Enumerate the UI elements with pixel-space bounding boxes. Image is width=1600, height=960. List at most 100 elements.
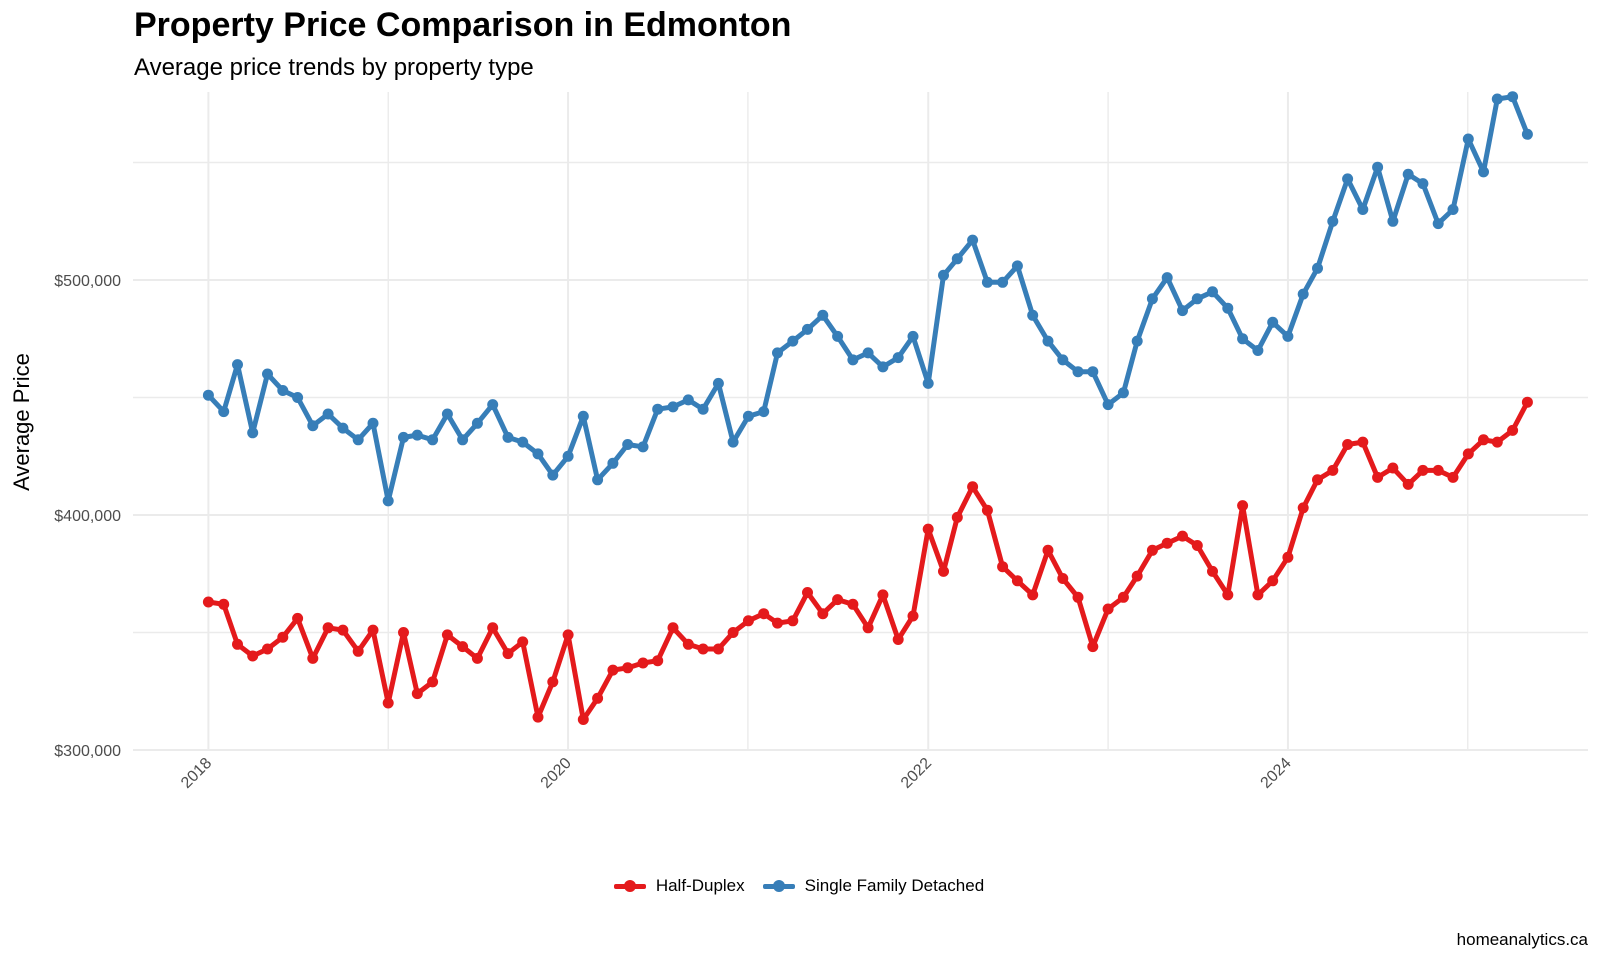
data-point-half-duplex	[1191, 540, 1203, 551]
data-point-half-duplex	[1507, 424, 1519, 436]
data-point-single-family-detached	[742, 410, 754, 422]
data-point-half-duplex	[218, 598, 230, 610]
data-point-half-duplex	[712, 643, 724, 655]
data-point-single-family-detached	[877, 361, 889, 373]
data-point-single-family-detached	[712, 377, 724, 389]
data-point-single-family-detached	[457, 434, 469, 446]
data-point-half-duplex	[1207, 565, 1218, 577]
legend-label-half-duplex: Half-Duplex	[655, 876, 745, 895]
data-point-single-family-detached	[1072, 366, 1084, 378]
data-point-single-family-detached	[832, 330, 844, 342]
data-point-half-duplex	[562, 629, 574, 641]
data-point-half-duplex	[427, 676, 439, 688]
y-tick-label: $500,000	[54, 273, 121, 290]
data-point-half-duplex	[1161, 537, 1173, 549]
data-point-single-family-detached	[1131, 335, 1143, 347]
data-point-half-duplex	[1372, 471, 1384, 483]
data-point-half-duplex	[292, 612, 304, 624]
data-point-single-family-detached	[577, 410, 589, 422]
data-point-half-duplex	[832, 594, 844, 606]
data-point-half-duplex	[322, 622, 334, 634]
data-point-half-duplex	[1177, 530, 1188, 542]
series-half-duplex	[202, 396, 1533, 725]
data-point-half-duplex	[1282, 551, 1294, 563]
data-point-half-duplex	[382, 697, 394, 709]
data-point-single-family-detached	[1462, 133, 1474, 145]
data-point-single-family-detached	[951, 253, 963, 265]
data-point-half-duplex	[1447, 471, 1459, 483]
legend-key-single-family	[761, 877, 797, 895]
data-point-half-duplex	[742, 615, 754, 627]
data-point-single-family-detached	[817, 309, 829, 321]
data-point-half-duplex	[441, 629, 453, 641]
data-point-half-duplex	[997, 561, 1009, 573]
data-point-half-duplex	[1222, 589, 1234, 601]
data-point-single-family-detached	[1432, 218, 1444, 230]
data-point-single-family-detached	[1267, 316, 1279, 328]
data-point-single-family-detached	[862, 347, 874, 359]
data-point-single-family-detached	[562, 450, 574, 462]
data-point-half-duplex	[1057, 573, 1069, 584]
data-point-single-family-detached	[1372, 161, 1384, 173]
data-point-half-duplex	[1102, 603, 1114, 615]
data-point-single-family-detached	[907, 330, 919, 342]
data-point-half-duplex	[817, 608, 829, 620]
data-point-half-duplex	[667, 622, 679, 634]
data-point-half-duplex	[232, 638, 243, 650]
legend-item-single-family: Single Family Detached	[761, 876, 984, 896]
data-point-single-family-detached	[622, 439, 634, 450]
data-point-half-duplex	[352, 645, 364, 657]
data-point-single-family-detached	[1087, 366, 1099, 378]
data-point-half-duplex	[862, 622, 874, 634]
data-point-half-duplex	[787, 615, 799, 627]
series-single-family-detached	[202, 91, 1533, 507]
data-point-single-family-detached	[1521, 128, 1533, 140]
data-point-single-family-detached	[532, 448, 544, 460]
data-point-half-duplex	[247, 650, 259, 662]
data-point-half-duplex	[637, 657, 649, 669]
data-point-half-duplex	[1342, 439, 1354, 450]
data-point-half-duplex	[1491, 436, 1503, 448]
data-point-half-duplex	[1252, 589, 1264, 601]
data-point-single-family-detached	[352, 434, 364, 446]
data-point-single-family-detached	[411, 429, 423, 441]
data-point-single-family-detached	[1057, 354, 1069, 366]
x-tick-label: 2020	[538, 755, 575, 792]
data-point-half-duplex	[517, 636, 529, 648]
x-axis-ticks: 2018 2020 2022 2024	[178, 755, 1295, 792]
legend-item-half-duplex: Half-Duplex	[612, 876, 745, 896]
data-point-half-duplex	[1478, 434, 1489, 446]
data-point-single-family-detached	[441, 408, 453, 420]
data-point-half-duplex	[907, 610, 919, 622]
data-point-single-family-detached	[1387, 215, 1399, 227]
data-point-half-duplex	[652, 655, 664, 667]
data-point-half-duplex	[981, 504, 993, 516]
data-point-single-family-detached	[1297, 288, 1309, 300]
data-point-single-family-detached	[938, 269, 949, 281]
data-point-half-duplex	[471, 652, 483, 664]
data-point-single-family-detached	[487, 399, 499, 411]
data-point-single-family-detached	[1207, 286, 1218, 298]
data-point-half-duplex	[1042, 544, 1054, 556]
data-point-half-duplex	[411, 688, 423, 700]
data-point-half-duplex	[682, 638, 694, 650]
legend: Half-Duplex Single Family Detached	[0, 876, 1600, 896]
data-point-half-duplex	[607, 664, 619, 676]
data-point-half-duplex	[967, 481, 979, 493]
data-point-single-family-detached	[247, 427, 259, 439]
chart-subtitle: Average price trends by property type	[134, 54, 534, 81]
data-point-single-family-detached	[367, 417, 379, 429]
data-point-half-duplex	[277, 631, 289, 643]
series-line-half-duplex	[205, 399, 1530, 722]
data-point-half-duplex	[1267, 575, 1279, 587]
data-point-half-duplex	[1432, 464, 1444, 476]
data-point-half-duplex	[892, 634, 904, 645]
data-point-single-family-detached	[382, 495, 394, 507]
data-point-half-duplex	[398, 627, 409, 638]
data-point-single-family-detached	[607, 457, 619, 469]
data-point-single-family-detached	[262, 368, 273, 380]
y-axis-title: Average Price	[9, 353, 34, 491]
data-point-single-family-detached	[1161, 272, 1173, 284]
data-point-single-family-detached	[697, 403, 709, 415]
